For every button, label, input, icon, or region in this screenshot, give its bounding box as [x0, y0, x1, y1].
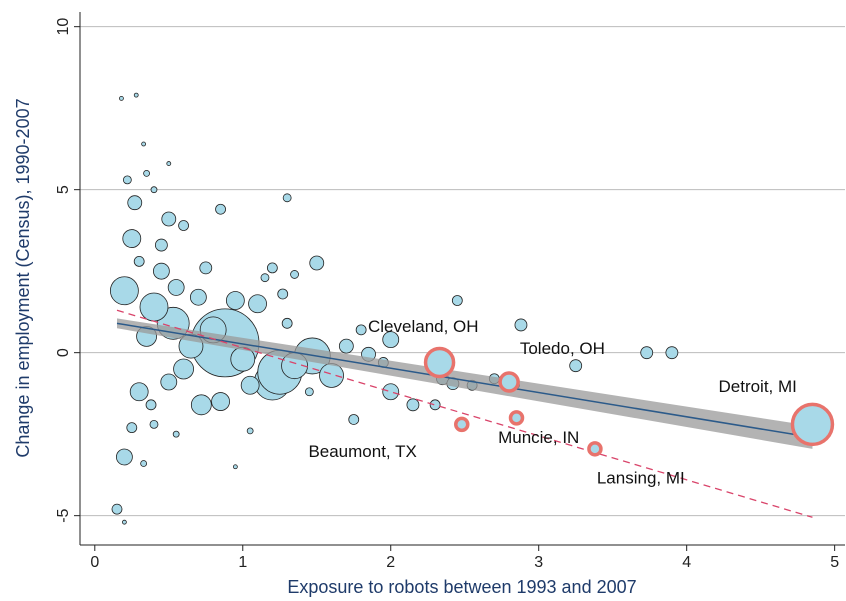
bubble	[211, 392, 230, 411]
bubble	[141, 141, 147, 147]
bubble	[133, 255, 145, 267]
bubble	[111, 503, 123, 515]
bubble	[282, 193, 292, 203]
bubble	[145, 399, 157, 411]
bubble	[790, 402, 835, 447]
x-tick-label: 2	[386, 554, 395, 571]
bubble	[260, 273, 270, 283]
x-tick-label: 1	[238, 554, 247, 571]
bubble	[154, 238, 168, 252]
annotation: Muncie, IN	[498, 428, 579, 447]
y-tick-label: 10	[55, 18, 72, 36]
x-tick-label: 3	[534, 554, 543, 571]
bubble	[109, 276, 139, 306]
bubble	[152, 262, 170, 280]
bubble	[190, 394, 212, 416]
bubble	[139, 292, 169, 322]
y-tick-label: 0	[55, 348, 72, 357]
bubble	[290, 270, 299, 279]
bubble	[122, 175, 132, 185]
bubble	[382, 331, 400, 349]
bubble	[587, 441, 603, 457]
bubble	[225, 291, 245, 310]
bubble	[429, 399, 441, 411]
bubble	[127, 195, 143, 211]
confidence-band	[116, 318, 813, 449]
x-tick-label: 5	[830, 554, 839, 571]
annotation: Cleveland, OH	[368, 317, 479, 336]
bubble	[304, 387, 314, 397]
y-tick-label: -5	[55, 508, 72, 522]
bubble	[140, 460, 148, 467]
bubble	[119, 95, 124, 101]
bubble	[160, 373, 178, 391]
bubble	[319, 363, 344, 388]
bubble	[338, 338, 354, 354]
bubble	[143, 169, 150, 177]
bubble	[277, 288, 289, 300]
bubble	[172, 430, 180, 438]
bubble	[498, 371, 520, 393]
bubble	[266, 262, 278, 274]
bubble	[348, 414, 360, 425]
bubble	[240, 375, 260, 395]
bubble	[149, 419, 159, 429]
bubble	[126, 422, 138, 434]
bubble	[423, 346, 456, 379]
bubble	[514, 318, 528, 332]
bubble	[215, 203, 226, 215]
annotation: Detroit, MI	[718, 377, 796, 396]
dashed-line	[116, 309, 813, 518]
bubble	[178, 220, 189, 231]
x-tick-label: 0	[90, 554, 99, 571]
bubble	[309, 255, 325, 271]
bubble	[451, 295, 463, 306]
bubble	[569, 359, 583, 373]
bubble	[508, 410, 525, 426]
axes: -5 0 5 10 0 1 2 3 4 5	[55, 12, 845, 571]
bubble	[189, 288, 207, 306]
bubble	[166, 161, 172, 166]
bubble	[665, 346, 679, 360]
bubble	[246, 427, 254, 435]
bubble	[133, 92, 139, 98]
bubble	[281, 317, 293, 329]
bubble	[161, 211, 177, 227]
bubble	[150, 186, 158, 194]
annotation: Toledo, OH	[520, 339, 605, 358]
bubble	[406, 398, 420, 412]
bubble	[640, 346, 654, 360]
fit-line	[116, 322, 813, 439]
bubble	[382, 383, 400, 401]
bubble	[232, 464, 238, 470]
bubble	[173, 358, 194, 380]
bubble	[199, 261, 213, 275]
bubble	[121, 519, 127, 525]
y-axis-label: Change in employment (Census), 1990-2007	[13, 98, 33, 457]
bubble	[122, 229, 142, 248]
bubble	[129, 382, 149, 402]
bubble	[355, 324, 367, 336]
y-tick-label: 5	[55, 185, 72, 194]
bubble	[115, 448, 133, 466]
x-tick-label: 4	[682, 554, 691, 571]
x-axis-label: Exposure to robots between 1993 and 2007	[287, 577, 636, 597]
annotation: Lansing, MI	[597, 468, 685, 487]
bubble	[454, 416, 470, 433]
bubble	[248, 294, 267, 314]
bubble	[167, 279, 185, 296]
annotation: Beaumont, TX	[308, 442, 416, 461]
